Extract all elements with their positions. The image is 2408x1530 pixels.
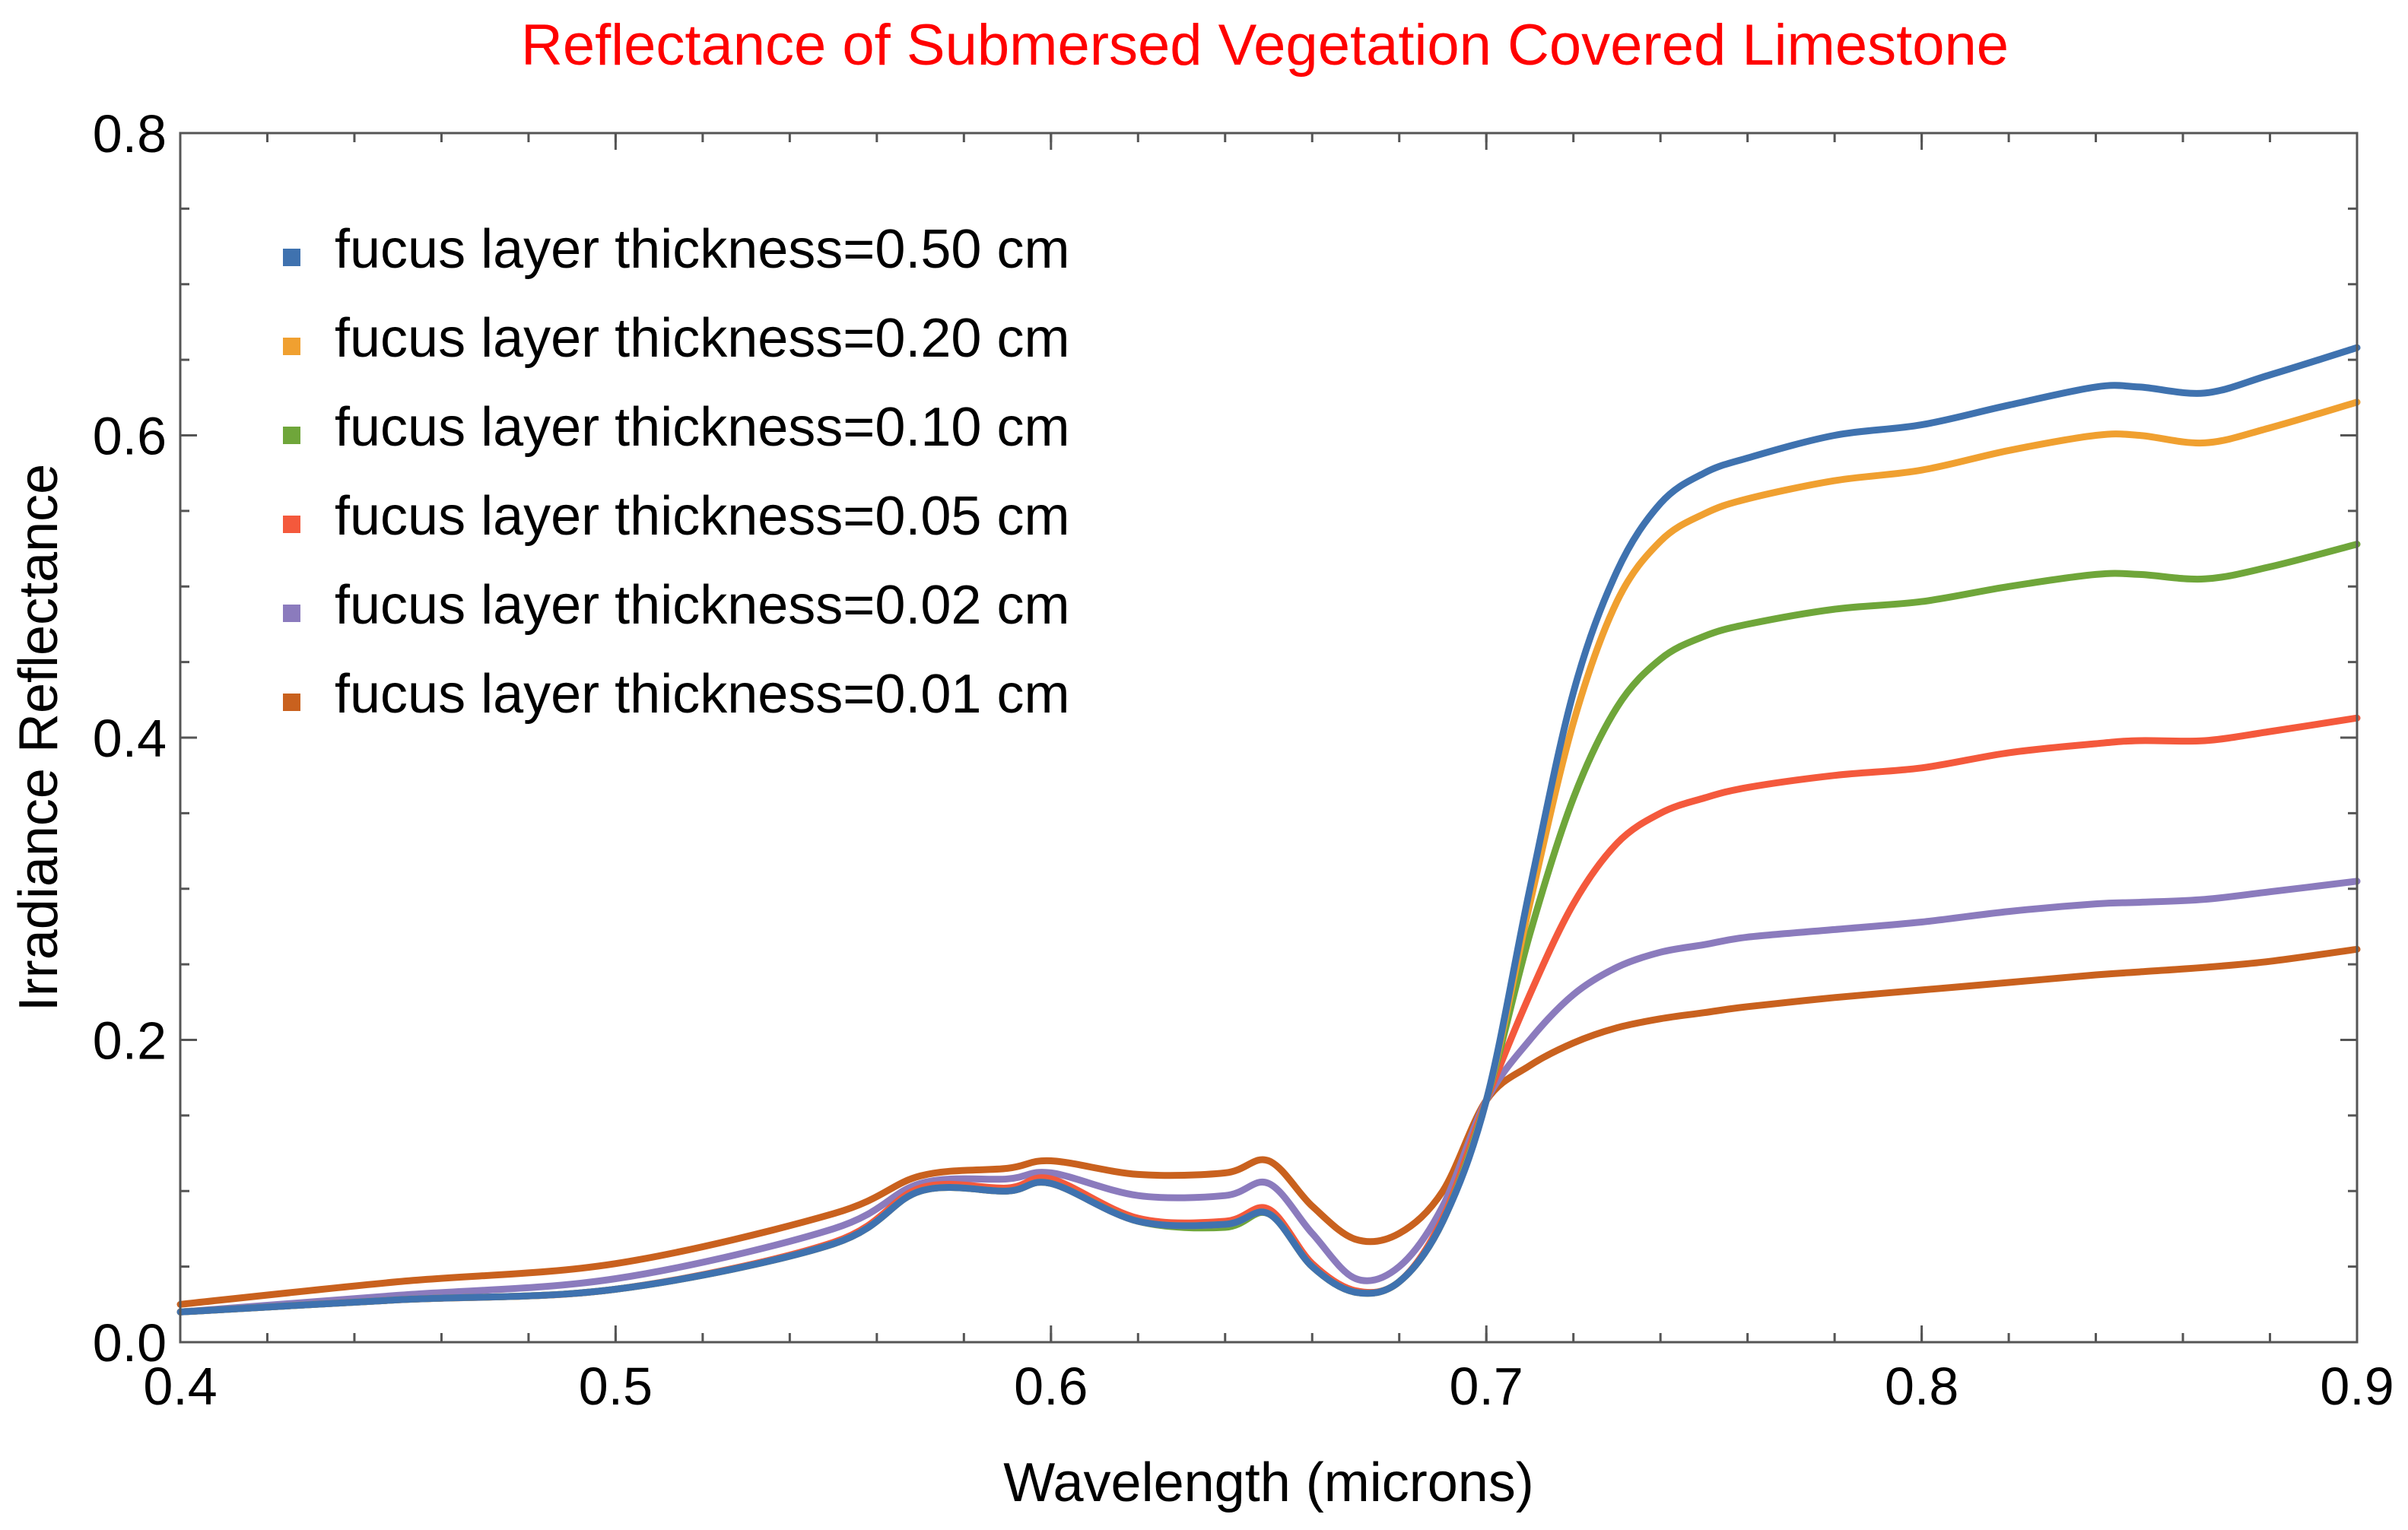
y-tick-label: 0.2 bbox=[93, 1011, 167, 1071]
legend-swatch-5 bbox=[283, 694, 300, 711]
x-tick-label: 0.6 bbox=[1014, 1357, 1088, 1416]
legend-swatch-2 bbox=[283, 427, 300, 444]
x-tick-label: 0.5 bbox=[579, 1357, 653, 1416]
tick-labels-layer: 0.4 0.5 0.6 0.7 0.8 0.9 0.0 0.2 0.4 0.6 0.8 bbox=[93, 104, 2394, 1416]
legend-label-2: fucus layer thickness=0.10 cm bbox=[335, 397, 1069, 458]
x-tick-label: 0.4 bbox=[143, 1357, 217, 1416]
legend-swatch-1 bbox=[283, 338, 300, 355]
x-axis-label: Wavelength (microns) bbox=[1003, 1452, 1534, 1513]
series-line-2 bbox=[176, 541, 2361, 1316]
series-layer bbox=[176, 344, 2361, 1316]
series-line-0 bbox=[176, 344, 2361, 1316]
series-line-3 bbox=[176, 714, 2361, 1316]
y-axis-label: Irradiance Reflectance bbox=[8, 464, 69, 1011]
legend-swatch-0 bbox=[283, 249, 300, 266]
y-tick-label: 0.6 bbox=[93, 407, 167, 466]
x-tick-label: 0.7 bbox=[1450, 1357, 1523, 1416]
legend-label-0: fucus layer thickness=0.50 cm bbox=[335, 219, 1069, 280]
series-line-4 bbox=[176, 878, 2361, 1316]
legend-swatch-3 bbox=[283, 516, 300, 533]
plot-frame bbox=[179, 132, 2359, 1344]
legend-swatch-4 bbox=[283, 605, 300, 622]
chart-title: Reflectance of Submersed Vegetation Cove… bbox=[521, 13, 2009, 78]
legend-label-1: fucus layer thickness=0.20 cm bbox=[335, 308, 1069, 369]
legend-label-3: fucus layer thickness=0.05 cm bbox=[335, 486, 1069, 547]
y-tick-label: 0.4 bbox=[93, 709, 167, 768]
series-line-5 bbox=[176, 945, 2361, 1308]
legend-label-4: fucus layer thickness=0.02 cm bbox=[335, 575, 1069, 636]
x-tick-label: 0.9 bbox=[2320, 1357, 2394, 1416]
legend: fucus layer thickness=0.50 cm fucus layer… bbox=[283, 219, 1069, 725]
ticks-layer bbox=[179, 132, 2359, 1344]
y-tick-label: 0.8 bbox=[93, 104, 167, 163]
y-tick-label: 0.0 bbox=[93, 1313, 167, 1373]
legend-label-5: fucus layer thickness=0.01 cm bbox=[335, 664, 1069, 725]
x-tick-label: 0.8 bbox=[1885, 1357, 1958, 1416]
